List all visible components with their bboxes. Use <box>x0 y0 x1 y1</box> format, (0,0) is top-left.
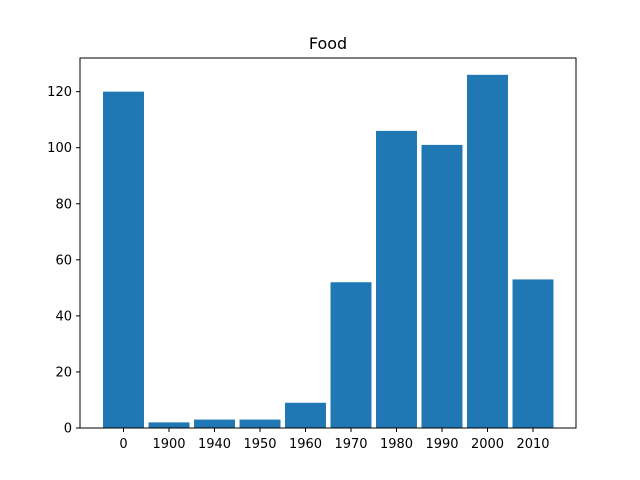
bar-0 <box>103 91 144 428</box>
x-tick-label: 1950 <box>243 437 276 452</box>
y-tick-label: 120 <box>47 85 72 100</box>
bar-2000 <box>467 74 508 428</box>
bar-1940 <box>194 419 235 428</box>
y-tick-label: 0 <box>64 422 72 437</box>
bar-1900 <box>148 422 190 428</box>
chart-title: Food <box>309 34 347 53</box>
y-tick-label: 60 <box>55 253 72 268</box>
bars-group <box>103 74 554 428</box>
y-tick-label: 100 <box>47 141 72 156</box>
x-tick-label: 0 <box>119 437 127 452</box>
y-tick-label: 80 <box>55 197 72 212</box>
x-tick-label: 1900 <box>152 437 185 452</box>
bar-1950 <box>239 419 281 428</box>
bar-2010 <box>512 279 554 428</box>
y-axis-ticks: 0 20 40 60 80 100 120 <box>47 85 80 437</box>
bar-1960 <box>285 402 326 428</box>
x-axis-ticks: 0 1900 1940 1950 1960 1970 1980 1990 2000 2010 <box>119 428 550 452</box>
bar-1990 <box>421 144 463 428</box>
x-tick-label: 1940 <box>198 437 231 452</box>
y-tick-label: 40 <box>55 309 72 324</box>
x-tick-label: 2010 <box>516 437 549 452</box>
x-tick-label: 1970 <box>334 437 367 452</box>
x-tick-label: 2000 <box>471 437 504 452</box>
x-tick-label: 1960 <box>289 437 322 452</box>
x-tick-label: 1980 <box>380 437 413 452</box>
bar-1970 <box>330 282 372 428</box>
x-tick-label: 1990 <box>425 437 458 452</box>
bar-1980 <box>376 130 417 428</box>
y-tick-label: 20 <box>55 365 72 380</box>
plot-frame <box>79 57 577 429</box>
